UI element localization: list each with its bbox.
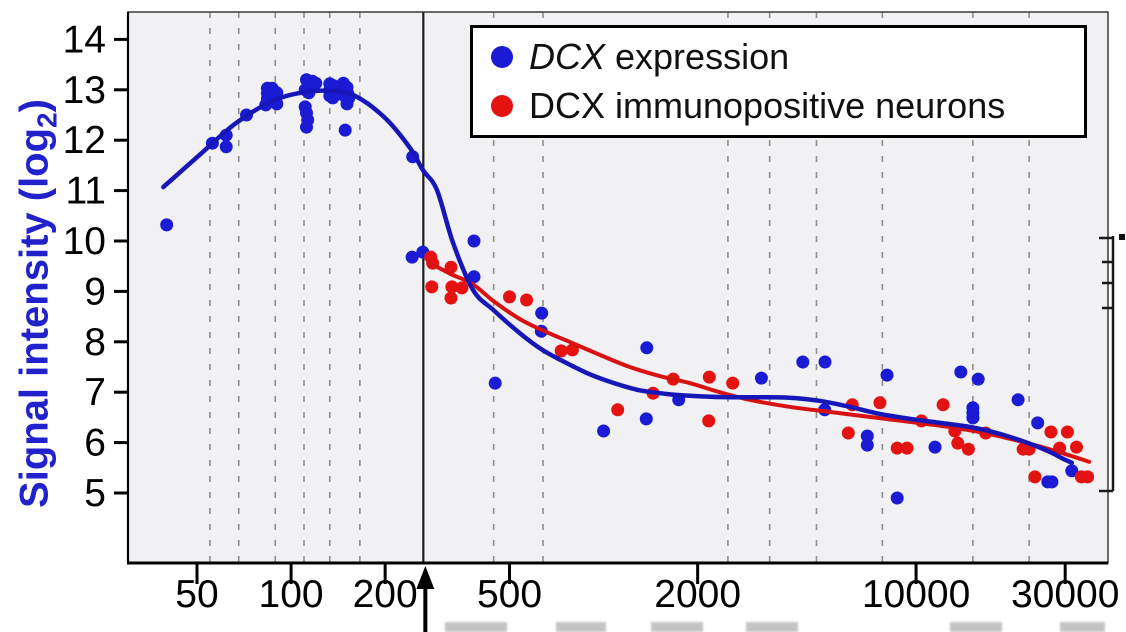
legend-label-dcx-immunopositive: DCX immunopositive neurons <box>529 85 1006 127</box>
clipped-text-top-mark <box>1060 622 1105 632</box>
y-tick-label: 11 <box>66 170 107 213</box>
data-point-dcx-expression <box>860 429 874 443</box>
y-tick-label: 5 <box>84 472 106 515</box>
data-point-dcx-expression <box>1065 464 1079 478</box>
data-point-dcx-neurons <box>873 396 887 410</box>
data-point-dcx-expression <box>219 140 233 154</box>
birth-arrow-stem <box>423 584 428 632</box>
y-axis-title-text: Signal intensity (log <box>12 127 57 508</box>
clipped-text-top-mark <box>950 622 1002 632</box>
y-tick-label: 8 <box>84 321 106 364</box>
y-tick-label: 12 <box>63 119 106 162</box>
data-point-dcx-neurons <box>455 281 469 295</box>
data-point-dcx-expression <box>880 368 894 382</box>
x-tick-label: 30000 <box>1011 573 1119 616</box>
y-tick-label: 6 <box>84 422 106 465</box>
data-point-dcx-neurons <box>425 280 439 294</box>
y-tick-label: 10 <box>63 220 106 263</box>
data-point-dcx-neurons <box>611 403 625 417</box>
data-point-dcx-expression <box>966 411 980 425</box>
y-axis-title-subscript: 2 <box>31 112 63 128</box>
y-axis-title-close: ) <box>12 99 57 113</box>
right-bracket-clipped-label-mark <box>1119 234 1125 240</box>
red-loess-curve <box>426 260 1092 464</box>
clipped-text-top-mark <box>445 622 507 632</box>
data-point-dcx-expression <box>338 123 352 137</box>
data-point-dcx-expression <box>467 234 481 248</box>
data-point-dcx-neurons <box>1060 425 1074 439</box>
data-point-dcx-expression <box>796 355 810 369</box>
data-point-dcx-neurons <box>726 376 740 390</box>
data-point-dcx-neurons <box>520 293 534 307</box>
data-point-dcx-expression <box>160 218 174 232</box>
data-point-dcx-neurons <box>445 280 459 294</box>
legend-item-dcx-immunopositive: DCX immunopositive neurons <box>491 85 1084 127</box>
birth-arrow-head <box>416 566 435 589</box>
data-point-dcx-expression <box>309 76 323 90</box>
data-point-dcx-expression <box>1011 393 1025 407</box>
data-point-dcx-expression <box>890 491 904 505</box>
x-tick-label: 100 <box>259 573 324 616</box>
clipped-text-top-mark <box>556 622 606 632</box>
data-point-dcx-neurons <box>890 441 904 455</box>
data-point-dcx-expression <box>597 424 611 438</box>
data-point-dcx-neurons <box>961 442 975 456</box>
legend-item-dcx-expression: DCX expression <box>491 36 1084 78</box>
data-point-dcx-expression <box>1031 416 1045 430</box>
y-axis-title: Signal intensity (log2) <box>13 54 64 554</box>
legend-marker-blue-dot <box>491 45 513 68</box>
y-tick-label: 7 <box>84 371 106 414</box>
data-point-dcx-neurons <box>841 426 855 440</box>
data-point-dcx-neurons <box>503 290 516 304</box>
legend: DCX expression DCX immunopositive neuron… <box>470 25 1087 138</box>
data-point-dcx-expression <box>818 355 832 369</box>
data-point-dcx-expression <box>467 270 481 284</box>
y-tick-label: 9 <box>84 270 106 313</box>
data-point-dcx-expression <box>1045 475 1059 489</box>
clipped-text-top-mark <box>746 622 798 632</box>
data-point-dcx-expression <box>488 376 502 390</box>
data-point-dcx-neurons <box>1070 440 1083 454</box>
data-point-dcx-neurons <box>444 291 458 305</box>
x-tick-label: 2000 <box>654 573 741 616</box>
data-point-dcx-neurons <box>1028 470 1042 484</box>
data-point-dcx-expression <box>954 365 968 379</box>
data-point-dcx-neurons <box>565 343 579 357</box>
legend-label-dcx-expression: DCX expression <box>529 35 790 77</box>
data-point-dcx-expression <box>860 438 874 452</box>
data-point-dcx-neurons <box>702 370 716 384</box>
clipped-text-top-mark <box>651 622 703 632</box>
clipped-axis-caption-remnants <box>0 618 1126 632</box>
y-tick-label: 14 <box>63 18 106 61</box>
x-tick-label: 500 <box>477 573 542 616</box>
data-point-dcx-expression <box>405 250 419 264</box>
blue-loess-curve <box>161 88 1075 466</box>
x-tick-label: 200 <box>353 573 418 616</box>
data-point-dcx-neurons <box>1081 470 1095 484</box>
data-point-dcx-neurons <box>554 344 568 358</box>
data-point-dcx-neurons <box>936 398 950 412</box>
data-point-dcx-expression <box>640 341 654 355</box>
data-point-dcx-expression <box>754 371 768 385</box>
data-point-dcx-expression <box>326 91 340 105</box>
data-point-dcx-expression <box>535 306 549 320</box>
data-point-dcx-neurons <box>951 436 965 450</box>
data-point-dcx-expression <box>301 113 315 127</box>
x-tick-label: 50 <box>175 573 218 616</box>
data-point-dcx-neurons <box>900 441 914 455</box>
data-point-dcx-expression <box>971 372 985 386</box>
y-tick-label: 13 <box>63 69 106 112</box>
data-point-dcx-neurons <box>702 414 716 428</box>
data-point-dcx-expression <box>639 412 653 426</box>
data-point-dcx-expression <box>928 440 942 454</box>
data-point-dcx-neurons <box>1044 425 1058 439</box>
x-tick-label: 10000 <box>862 573 970 616</box>
legend-marker-red-dot <box>491 95 513 118</box>
